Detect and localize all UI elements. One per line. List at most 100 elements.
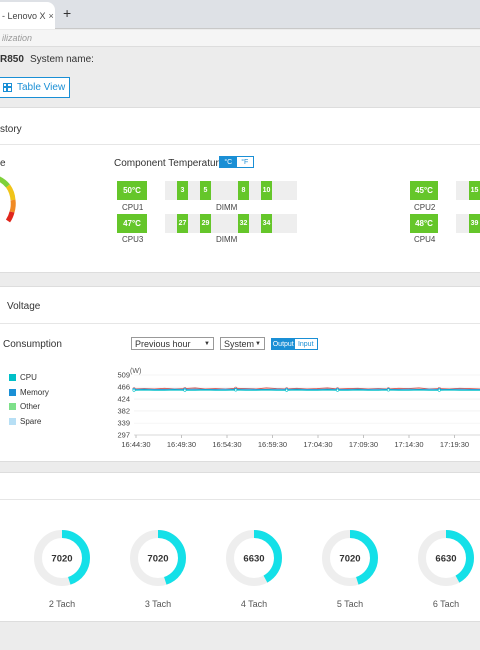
series-line xyxy=(133,387,480,390)
cpu4-temperature: 48°C xyxy=(410,214,438,233)
legend-item-memory: Memory xyxy=(9,388,49,397)
x-tick-label: 16:59:30 xyxy=(258,440,287,449)
cpu2-label: CPU2 xyxy=(414,203,436,212)
legend-label: Spare xyxy=(20,417,42,426)
series-point xyxy=(132,388,136,392)
new-tab-plus-icon[interactable]: + xyxy=(63,5,72,21)
cpu1-temperature: 50°C xyxy=(117,181,147,200)
legend-item-cpu: CPU xyxy=(9,373,37,382)
chevron-down-icon: ▼ xyxy=(204,340,210,347)
legend-item-other: Other xyxy=(9,402,40,411)
tach-ring-fill xyxy=(418,530,474,586)
tach-ring-fill xyxy=(226,530,282,586)
input-option[interactable]: Input xyxy=(294,339,317,349)
temperature-unit-toggle[interactable]: °C °F xyxy=(219,156,254,168)
tach-ring-fill xyxy=(34,530,90,586)
dimm-label: DIMM xyxy=(216,203,238,212)
dimm-slot: 8 xyxy=(238,181,249,200)
y-tick-label: 509 xyxy=(117,371,130,380)
panel-title: story xyxy=(0,124,22,135)
y-tick-label: 466 xyxy=(117,383,130,392)
legend-label: Other xyxy=(20,402,41,411)
dimm-slot: 32 xyxy=(238,214,249,233)
temperature-history-panel: story e Component Temperature °C °F 50°C… xyxy=(0,107,480,273)
series-point xyxy=(336,388,340,392)
series-point xyxy=(437,388,441,392)
divider xyxy=(0,499,480,500)
series-point xyxy=(386,388,390,392)
divider xyxy=(0,323,480,324)
legend-swatch xyxy=(9,389,16,396)
tach-label: 6 Tach xyxy=(432,599,460,609)
temperature-gauge xyxy=(0,176,16,223)
tach-value: 6630 xyxy=(243,554,264,565)
browser-tab[interactable]: - Lenovo X × xyxy=(0,2,55,29)
dimm-slot: 3 xyxy=(177,181,188,200)
legend-swatch xyxy=(9,374,16,381)
tach-value: 7020 xyxy=(51,554,72,565)
tach-ring-fill xyxy=(322,530,378,586)
dimm-label: DIMM xyxy=(216,235,238,244)
series-point xyxy=(285,388,289,392)
output-option[interactable]: Output xyxy=(272,339,295,349)
cpu1-label: CPU1 xyxy=(122,203,144,212)
x-tick-label: 17:09:30 xyxy=(349,440,378,449)
scope-select[interactable]: System ▼ xyxy=(220,337,265,350)
legend-label: Memory xyxy=(20,388,49,397)
unit-fahrenheit-option[interactable]: °F xyxy=(236,157,253,167)
voltage-panel: Voltage Consumption Previous hour ▼ Syst… xyxy=(0,286,480,462)
dimm-slot: 34 xyxy=(261,214,272,233)
y-tick-label: 382 xyxy=(117,406,130,415)
x-tick-label: 17:04:30 xyxy=(303,440,332,449)
fan-tach-rings: 7020 7020 6630 7020 6630 xyxy=(34,530,474,586)
dimm-slot: 29 xyxy=(200,214,211,233)
legend-label: CPU xyxy=(20,373,37,382)
panel-title: Voltage xyxy=(7,301,41,312)
dimm-slot: 39 xyxy=(469,214,480,233)
cpu4-label: CPU4 xyxy=(414,235,436,244)
component-temperature-label: Component Temperature xyxy=(114,158,225,169)
legend-item-spare: Spare xyxy=(9,417,41,426)
divider xyxy=(0,144,480,145)
cpu2-temperature: 45°C xyxy=(410,181,438,200)
output-input-toggle[interactable]: Output Input xyxy=(271,338,318,350)
cpu3-label: CPU3 xyxy=(122,235,144,244)
dimm-slot: 15 xyxy=(469,181,480,200)
table-grid-icon xyxy=(3,83,12,92)
dimm-slot: 5 xyxy=(200,181,211,200)
time-range-select[interactable]: Previous hour ▼ xyxy=(131,337,214,350)
x-tick-label: 16:54:30 xyxy=(212,440,241,449)
browser-tab-bar: - Lenovo X × + xyxy=(0,0,480,29)
tach-label: 3 Tach xyxy=(144,599,172,609)
tach-value: 7020 xyxy=(339,554,360,565)
close-icon[interactable]: × xyxy=(48,10,54,21)
x-tick-label: 16:44:30 xyxy=(121,440,150,449)
scope-value: System xyxy=(224,338,255,349)
tach-label: 4 Tach xyxy=(240,599,268,609)
tach-label: 5 Tach xyxy=(336,599,364,609)
series-point xyxy=(183,388,187,392)
chevron-down-icon: ▼ xyxy=(255,340,261,347)
cpu3-temperature: 47°C xyxy=(117,214,147,233)
tach-ring-fill xyxy=(130,530,186,586)
x-tick-label: 17:19:30 xyxy=(440,440,469,449)
breadcrumb: ilization xyxy=(0,30,480,47)
server-model: R850 xyxy=(0,54,24,65)
fan-speed-panel: 7020 7020 6630 7020 6630 2 Tach 3 Tach 4 Tac… xyxy=(0,472,480,622)
table-view-button[interactable]: Table View xyxy=(0,77,70,98)
tach-value: 7020 xyxy=(147,554,168,565)
x-tick-label: 16:49:30 xyxy=(167,440,196,449)
dimm-slot: 27 xyxy=(177,214,188,233)
legend-swatch xyxy=(9,403,16,410)
y-tick-label: 297 xyxy=(117,431,130,440)
time-range-value: Previous hour xyxy=(135,338,191,349)
x-tick-label: 17:14:30 xyxy=(394,440,423,449)
tach-label: 2 Tach xyxy=(48,599,76,609)
legend-swatch xyxy=(9,418,16,425)
unit-celsius-option[interactable]: °C xyxy=(220,157,237,167)
power-consumption-title: Consumption xyxy=(3,339,62,350)
y-tick-label: 424 xyxy=(117,395,130,404)
browser-tab-title: - Lenovo X xyxy=(2,10,46,21)
series-point xyxy=(234,388,238,392)
